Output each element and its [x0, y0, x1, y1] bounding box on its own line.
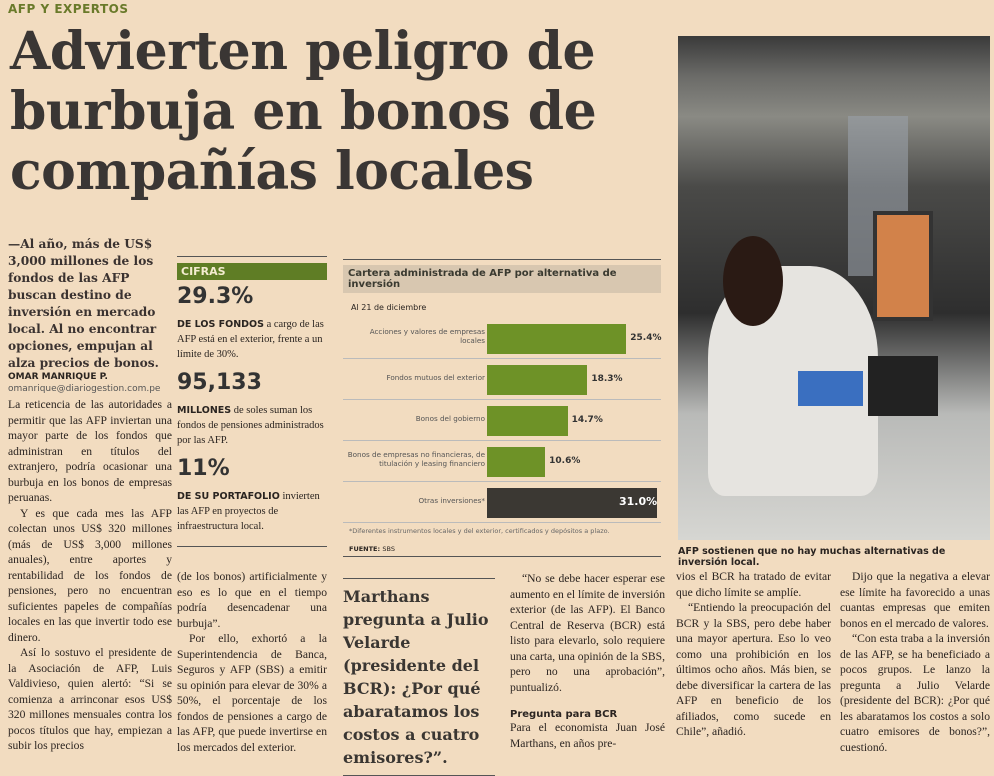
figure-desc: DE LOS FONDOS a cargo de las AFP está en… [177, 319, 324, 360]
cifras-box: CIFRAS 29.3% DE LOS FONDOS a cargo de la… [177, 256, 327, 553]
paragraph: (de los bonos) artificialmente y eso es … [177, 570, 327, 630]
category-label: Acciones y valores de empresas locales [369, 327, 485, 345]
chart-title: Cartera administrada de AFP por alternat… [343, 265, 661, 293]
column-5: vios el BCR ha tratado de evitar que dic… [676, 569, 831, 740]
paragraph: Para el economista Juan José Marthans, e… [510, 721, 665, 750]
bar-chart: Cartera administrada de AFP por alternat… [343, 259, 662, 557]
figure-desc: MILLONES de soles suman los fondos de pe… [177, 405, 324, 446]
chart-row: Fondos mutuos del exterior 18.3% [343, 359, 661, 400]
cifras-tag: CIFRAS [177, 263, 327, 280]
byline-name: OMAR MANRIQUE P. [8, 372, 108, 382]
chart-source: FUENTE: SBS [349, 545, 395, 553]
chart-row: Otras inversiones* 31.0% [343, 482, 661, 523]
paragraph: Por ello, exhortó a la Superintendencia … [177, 632, 327, 754]
figure-desc: DE SU PORTAFOLIO invierten las AFP en pr… [177, 491, 320, 532]
bar [487, 324, 627, 354]
chart-subtitle: Al 21 de diciembre [351, 303, 427, 312]
lead-paragraph: —Al año, más de US$ 3,000 millones de lo… [8, 237, 159, 370]
paragraph: Y es que cada mes las AFP colectan unos … [8, 506, 172, 644]
column-6: Dijo que la negativa a elevar ese límite… [840, 569, 990, 755]
paragraph: Dijo que la negativa a elevar ese límite… [840, 570, 990, 630]
paragraph: “No se debe hacer esperar ese aumento en… [510, 572, 665, 694]
figure-value: 11% [177, 456, 230, 481]
chart-row: Bonos de empresas no financieras, de tit… [343, 441, 661, 482]
value-label: 18.3% [591, 374, 623, 384]
headline: Advierten peligro de burbuja en bonos de… [10, 21, 597, 202]
category-label: Bonos del gobierno [415, 413, 485, 423]
paragraph: La reticencia de las autoridades a permi… [8, 398, 172, 504]
section-label: AFP Y EXPERTOS [8, 2, 129, 16]
value-label: 10.6% [549, 456, 581, 466]
column-2: (de los bonos) artificialmente y eso es … [177, 569, 327, 755]
paragraph: “Entiendo la preocupación del BCR y la S… [676, 601, 831, 738]
byline-email[interactable]: omanrique@diariogestion.com.pe [8, 384, 161, 394]
category-label: Bonos de empresas no financieras, de tit… [347, 450, 485, 468]
category-label: Otras inversiones* [418, 495, 485, 505]
paragraph: “Con esta traba a la inversión de las AF… [840, 632, 990, 754]
value-label: 31.0% [619, 495, 658, 508]
chart-note: *Diferentes instrumentos locales y del e… [349, 527, 610, 535]
chart-row: Acciones y valores de empresas locales 25… [343, 318, 662, 359]
category-label: Fondos mutuos del exterior [386, 372, 485, 382]
value-label: 14.7% [571, 415, 603, 425]
pull-quote: Marthans pregunta a Julio Velarde (presi… [343, 578, 495, 776]
column-1: La reticencia de las autoridades a permi… [8, 397, 172, 754]
subheading: Pregunta para BCR [510, 709, 618, 720]
bar [487, 488, 657, 518]
bar [487, 365, 588, 395]
column-4: “No se debe hacer esperar ese aumento en… [510, 571, 665, 751]
paragraph: Así lo sostuvo el presidente de la Asoci… [8, 646, 172, 752]
bar [487, 447, 546, 477]
figure-value: 95,133 [177, 370, 262, 395]
bar [487, 406, 568, 436]
chart-row: Bonos del gobierno 14.7% [343, 400, 661, 441]
figure-value: 29.3% [177, 284, 254, 309]
paragraph: vios el BCR ha tratado de evitar que dic… [676, 570, 831, 599]
photo-caption: AFP sostienen que no hay muchas alternat… [678, 546, 946, 568]
value-label: 25.4% [630, 333, 662, 343]
photo-trading-room [678, 36, 990, 540]
